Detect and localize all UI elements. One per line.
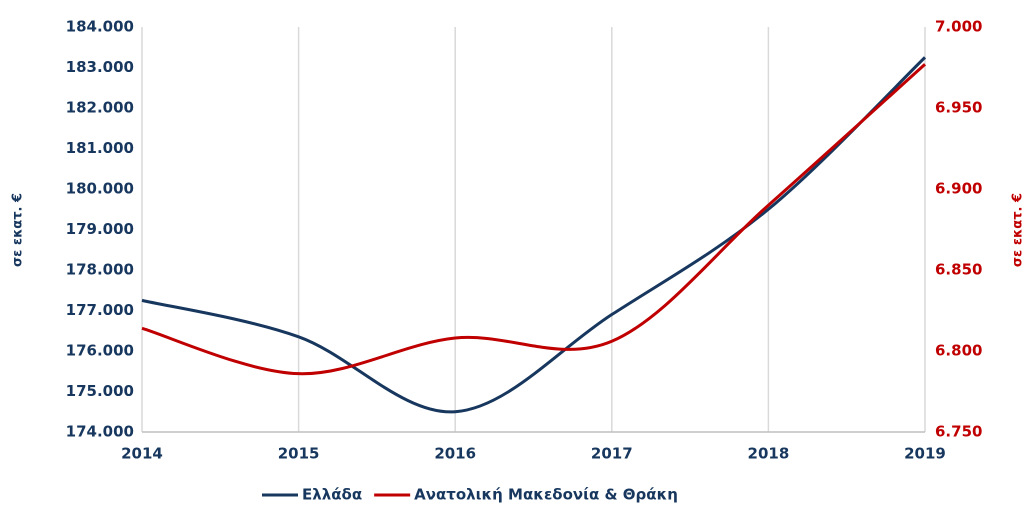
series-line bbox=[141, 63, 927, 376]
y-tick-label: 178.000 bbox=[66, 261, 134, 279]
x-tick-label: 2016 bbox=[434, 445, 476, 463]
y-tick-label: 183.000 bbox=[66, 58, 134, 76]
y-tick-label: 181.000 bbox=[66, 139, 134, 157]
y-tick-label: 174.000 bbox=[66, 423, 134, 441]
x-tick-label: 2015 bbox=[278, 445, 320, 463]
y2-tick-label: 6.800 bbox=[935, 342, 982, 360]
y-tick-label: 180.000 bbox=[66, 180, 134, 198]
x-tick-label: 2014 bbox=[121, 445, 163, 463]
y-tick-label: 182.000 bbox=[66, 99, 134, 117]
y-axis-title: σε εκατ. € bbox=[11, 193, 26, 267]
legend-label: Ελλάδα bbox=[302, 486, 362, 504]
y-tick-label: 177.000 bbox=[66, 301, 134, 319]
legend-label: Ανατολική Μακεδονία & Θράκη bbox=[414, 486, 678, 504]
y-tick-label: 184.000 bbox=[66, 18, 134, 36]
y-tick-label: 175.000 bbox=[66, 382, 134, 400]
x-tick-label: 2017 bbox=[591, 445, 633, 463]
series-line bbox=[141, 56, 927, 414]
y-tick-label: 179.000 bbox=[66, 220, 134, 238]
x-tick-label: 2019 bbox=[904, 445, 946, 463]
x-tick-label: 2018 bbox=[748, 445, 790, 463]
y2-tick-label: 6.850 bbox=[935, 261, 982, 279]
y2-axis-title: σε εκατ. € bbox=[1011, 193, 1026, 267]
y-tick-label: 176.000 bbox=[66, 342, 134, 360]
y2-tick-label: 6.900 bbox=[935, 180, 982, 198]
y2-tick-label: 7.000 bbox=[935, 18, 982, 36]
y2-tick-label: 6.750 bbox=[935, 423, 982, 441]
y2-tick-label: 6.950 bbox=[935, 99, 982, 117]
